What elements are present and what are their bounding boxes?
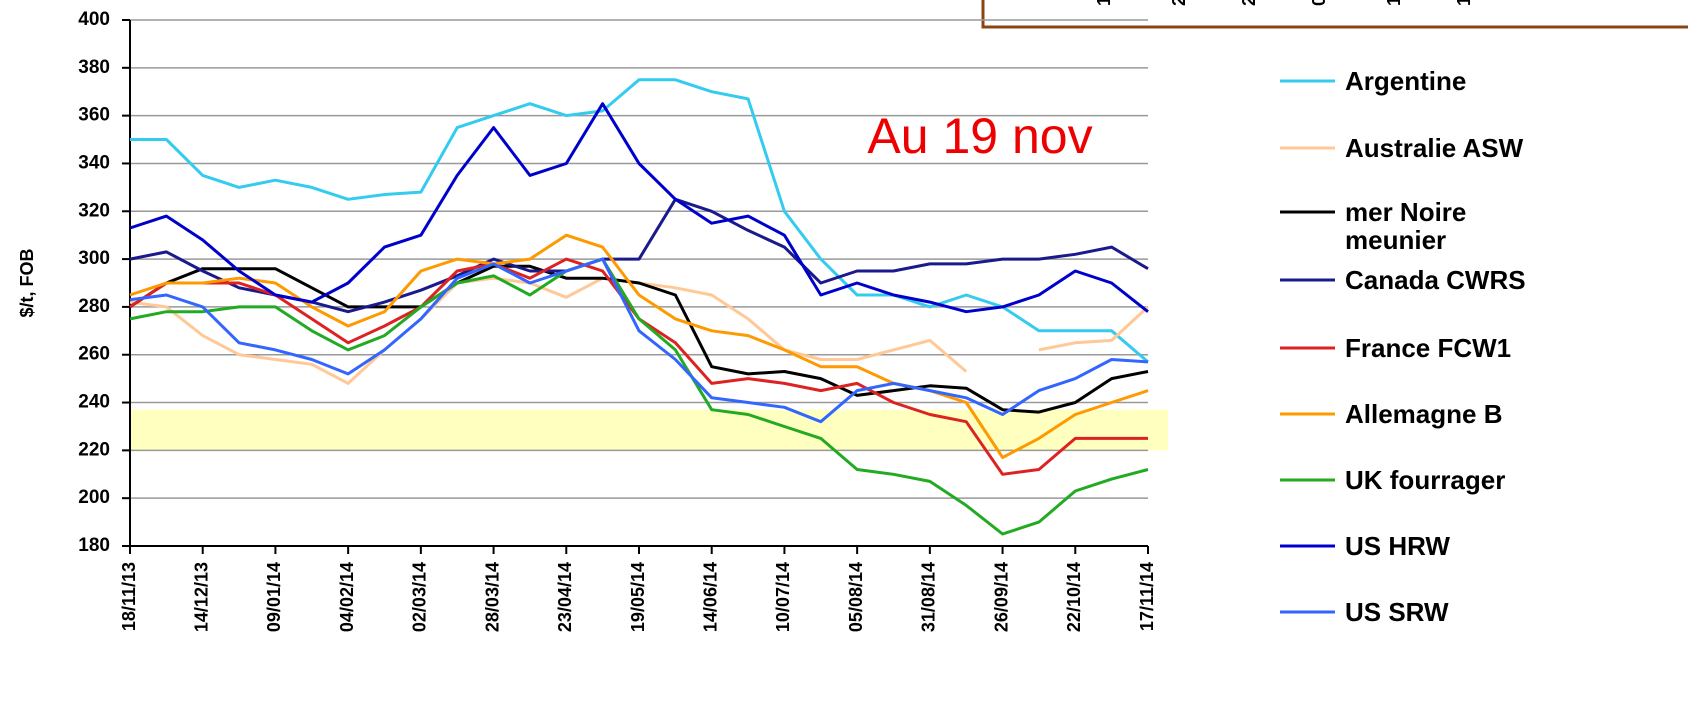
series-line <box>129 264 1149 414</box>
y-tick-label: 340 <box>78 152 110 173</box>
legend-label: UK fourrager <box>1345 465 1506 495</box>
x-tick-label: 31/08/14 <box>919 562 939 632</box>
legend-label: US SRW <box>1345 597 1449 627</box>
x-tick-label: 04/02/14 <box>337 562 357 632</box>
inset-label: 2 <box>1239 0 1259 6</box>
y-tick-label: 180 <box>78 535 110 556</box>
x-tick-label: 09/01/14 <box>264 562 284 632</box>
legend-label: Allemagne B <box>1345 399 1503 429</box>
y-tick-label: 260 <box>78 344 110 365</box>
y-tick-label: 240 <box>78 392 110 413</box>
series-line <box>129 102 1149 314</box>
y-tick-label: 200 <box>78 487 110 508</box>
y-tick-label: 220 <box>78 439 110 460</box>
inset-label: 0 <box>1309 0 1329 6</box>
inset-label: 2 <box>1169 0 1189 6</box>
series-line <box>129 257 1149 424</box>
x-tick-label: 28/03/14 <box>482 562 502 632</box>
x-tick-label: 14/06/14 <box>700 562 720 632</box>
series-line <box>130 78 1149 364</box>
y-tick-label: 280 <box>78 296 110 317</box>
x-tick-label: 19/05/14 <box>628 562 648 632</box>
inset-label: 1 <box>1454 0 1474 6</box>
y-tick-label: 300 <box>78 248 110 269</box>
legend-label: Australie ASW <box>1345 133 1524 163</box>
series-line <box>129 257 1149 536</box>
inset-label: 1 <box>1094 0 1114 6</box>
x-tick-label: 02/03/14 <box>410 562 430 632</box>
x-tick-label: 23/04/14 <box>555 562 575 632</box>
x-tick-label: 17/11/14 <box>1137 562 1157 631</box>
inset-frame <box>981 0 1688 29</box>
annotation: Au 19 nov <box>867 108 1092 164</box>
x-tick-label: 26/09/14 <box>991 562 1011 632</box>
y-tick-label: 380 <box>78 57 110 78</box>
legend-label: France FCW1 <box>1345 333 1512 363</box>
y-tick-label: 360 <box>78 105 110 126</box>
y-tick-label: 400 <box>78 9 110 30</box>
series-line <box>129 276 1150 385</box>
legend-label: Canada CWRS <box>1345 265 1526 295</box>
y-tick-label: 320 <box>78 200 110 221</box>
x-tick-label: 18/11/13 <box>119 562 139 631</box>
highlight-band <box>130 409 1168 451</box>
x-tick-label: 05/08/14 <box>846 562 866 632</box>
legend-label: mer Noire meunier <box>1345 197 1467 255</box>
inset-label: 1 <box>1384 0 1404 6</box>
x-tick-label: 10/07/14 <box>773 562 793 632</box>
legend-label: Argentine <box>1345 66 1467 96</box>
legend-label: US HRW <box>1345 531 1450 561</box>
y-axis-label: $/t, FOB <box>17 248 37 317</box>
x-tick-label: 22/10/14 <box>1064 562 1084 632</box>
x-tick-label: 14/12/13 <box>191 562 211 632</box>
